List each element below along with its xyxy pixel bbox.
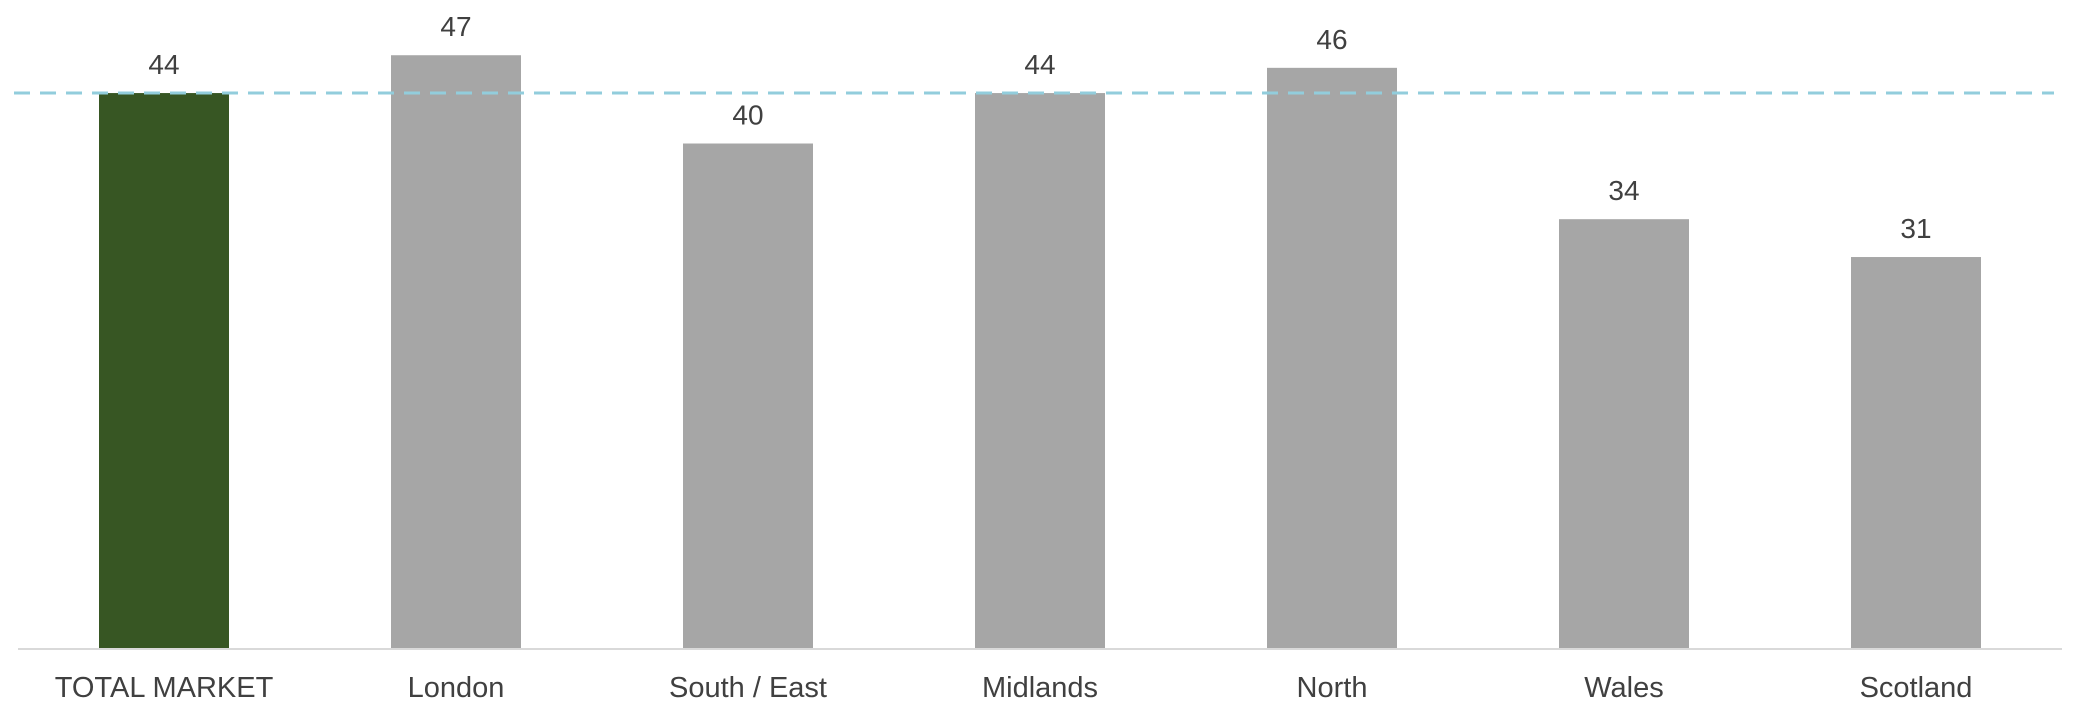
bar-value-label: 44 <box>1024 49 1055 80</box>
bar-london <box>391 55 521 649</box>
category-label: Midlands <box>982 672 1098 702</box>
category-label: London <box>408 672 505 702</box>
bar-value-label: 46 <box>1316 24 1347 55</box>
category-label: Scotland <box>1860 672 1973 702</box>
bar-south-east <box>683 143 813 649</box>
bar-wales <box>1559 219 1689 649</box>
value-labels: 44 47 40 44 46 34 31 <box>148 11 1931 244</box>
category-label: TOTAL MARKET <box>55 672 274 702</box>
bar-value-label: 47 <box>440 11 471 42</box>
bar-value-label: 31 <box>1900 213 1931 244</box>
bar-value-label: 44 <box>148 49 179 80</box>
bar-scotland <box>1851 257 1981 648</box>
bar-midlands <box>975 93 1105 649</box>
bars <box>99 55 1981 649</box>
category-label: South / East <box>669 672 827 702</box>
category-label: Wales <box>1584 672 1664 702</box>
category-label: North <box>1297 672 1368 702</box>
bar-north <box>1267 67 1397 648</box>
category-labels: TOTAL MARKET London South / East Midlands No… <box>55 672 1973 702</box>
bar-total-market <box>99 93 229 649</box>
bar-value-label: 40 <box>732 100 763 131</box>
bar-value-label: 34 <box>1608 175 1639 206</box>
